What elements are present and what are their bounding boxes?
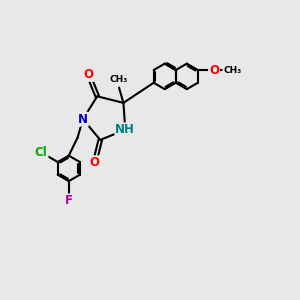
Text: F: F [65,194,73,207]
Text: CH₃: CH₃ [223,65,242,74]
Text: NH: NH [116,123,135,136]
Text: CH₃: CH₃ [110,75,128,84]
Text: N: N [78,113,88,126]
Text: Cl: Cl [35,146,47,159]
Text: O: O [90,156,100,169]
Text: O: O [83,68,93,81]
Text: O: O [209,64,219,76]
